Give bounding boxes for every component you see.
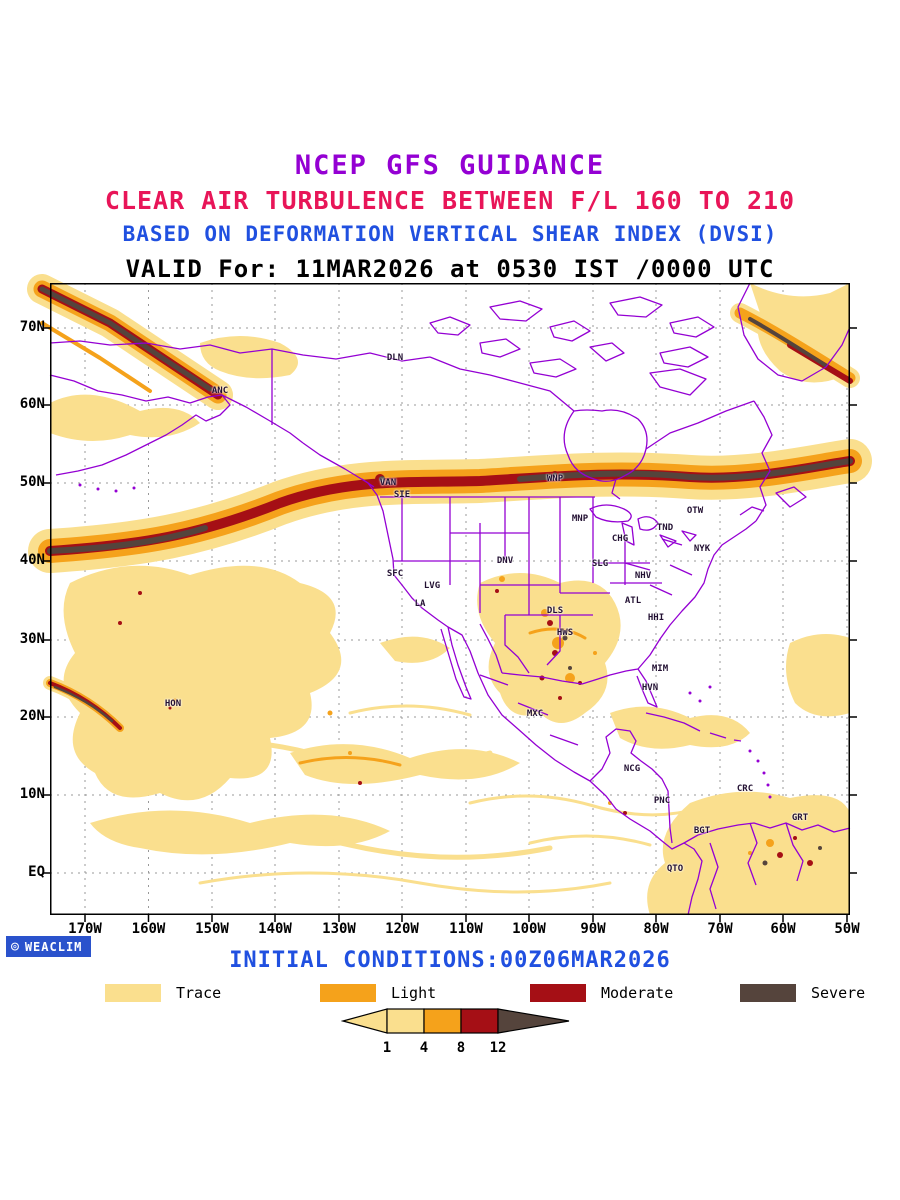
title-ncep-gfs: NCEP GFS GUIDANCE (294, 150, 606, 181)
legend-item-severe: Severe (740, 984, 865, 1002)
lat-label-20N: 20N (19, 708, 45, 724)
lon-label-50W: 50W (834, 921, 860, 937)
scale-tick-8: 8 (457, 1040, 465, 1056)
lon-label-140W: 140W (258, 921, 292, 937)
legend-swatch-light (320, 984, 376, 1002)
legend-swatch-trace (105, 984, 161, 1002)
lon-label-60W: 60W (770, 921, 796, 937)
lat-label-60N: 60N (19, 396, 45, 412)
coastline-layer (49, 282, 851, 916)
lat-label-30N: 30N (19, 631, 45, 647)
title-valid-time: VALID For: 11MAR2026 at 0530 IST /0000 U… (125, 255, 775, 283)
map-border (50, 283, 850, 915)
lon-label-170W: 170W (68, 921, 102, 937)
legend-item-trace: Trace (105, 984, 221, 1002)
lon-label-120W: 120W (385, 921, 419, 937)
initial-conditions-text: INITIAL CONDITIONS:00Z06MAR2026 (229, 948, 671, 973)
legend-label-light: Light (391, 984, 437, 1002)
turbulence-map (27, 274, 872, 922)
lat-label-10N: 10N (19, 786, 45, 802)
legend-item-moderate: Moderate (530, 984, 673, 1002)
scale-left-arrow (341, 1008, 388, 1034)
scale-seg-light (423, 1008, 462, 1034)
lon-label-90W: 90W (580, 921, 606, 937)
title-clear-air-turbulence: CLEAR AIR TURBULENCE BETWEEN F/L 160 TO … (104, 186, 796, 215)
legend-label-moderate: Moderate (601, 984, 674, 1002)
lon-label-110W: 110W (449, 921, 483, 937)
lon-label-130W: 130W (322, 921, 356, 937)
scale-tick-12: 12 (490, 1040, 507, 1056)
weaclim-logo: ◎ WEACLIM (6, 936, 92, 957)
weaclim-icon: ◎ (11, 939, 20, 954)
title-block: NCEP GFS GUIDANCE CLEAR AIR TURBULENCE B… (0, 150, 900, 283)
scale-seg-moderate (460, 1008, 499, 1034)
turbulence-shading-layer (27, 274, 872, 915)
lat-label-EQ: EQ (28, 864, 45, 880)
lon-label-80W: 80W (643, 921, 669, 937)
scale-tick-4: 4 (420, 1040, 428, 1056)
legend-label-severe: Severe (811, 984, 866, 1002)
axis-ticks (43, 327, 857, 922)
legend-swatch-moderate (530, 984, 586, 1002)
weaclim-logo-text: WEACLIM (24, 939, 83, 954)
map-area: DLN ANC VAN SIE WNP MNP OTW TND CHG NYK DNV SLG NHV S… (27, 274, 872, 922)
scale-seg-trace (386, 1008, 425, 1034)
lat-label-40N: 40N (19, 552, 45, 568)
legend-swatch-severe (740, 984, 796, 1002)
legend-label-trace: Trace (176, 984, 222, 1002)
lat-label-70N: 70N (19, 319, 45, 335)
legend-item-light: Light (320, 984, 436, 1002)
turbulence-scale: 1 4 8 12 (341, 1008, 570, 1056)
lon-label-150W: 150W (195, 921, 229, 937)
lat-label-50N: 50N (19, 474, 45, 490)
title-dvsi: BASED ON DEFORMATION VERTICAL SHEAR INDE… (122, 222, 778, 246)
lon-label-70W: 70W (707, 921, 733, 937)
lon-label-160W: 160W (131, 921, 166, 937)
scale-tick-1: 1 (383, 1040, 391, 1056)
scale-right-arrow (497, 1008, 570, 1034)
lon-label-100W: 100W (512, 921, 546, 937)
